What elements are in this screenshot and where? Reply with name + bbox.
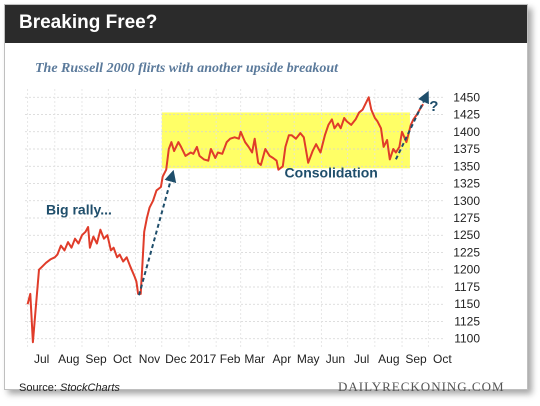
chart-title: Breaking Free? xyxy=(19,12,158,33)
y-tick-label: 1275 xyxy=(453,211,480,225)
russell-2000-chart: 1100 1125 1150 1175 1200 1225 1250 1275 1300 1325… xyxy=(25,89,480,366)
x-tick-label: Jul xyxy=(354,352,369,366)
y-tick-label: 1150 xyxy=(454,297,480,311)
y-tick-label: 1400 xyxy=(453,125,480,139)
y-tick-label: 1175 xyxy=(454,280,480,294)
annotation-label: ? xyxy=(429,98,438,115)
x-tick-label: Apr xyxy=(273,352,292,366)
x-tick-label: May xyxy=(297,352,320,366)
x-tick-label: Jul xyxy=(34,352,49,366)
header-bar: Breaking Free? xyxy=(5,5,527,43)
source-label: Source: xyxy=(19,382,57,394)
annotation-label: Consolidation xyxy=(285,164,378,180)
price-line xyxy=(26,96,424,344)
x-tick-label: Nov xyxy=(139,352,160,366)
y-tick-label: 1350 xyxy=(453,159,480,173)
y-tick-label: 1200 xyxy=(453,263,480,277)
source-line: Source: StockCharts xyxy=(19,382,120,394)
x-tick-label: Aug xyxy=(378,352,399,366)
y-tick-label: 1375 xyxy=(453,142,480,156)
chart-card: Breaking Free? The Russell 2000 flirts w… xyxy=(4,4,528,394)
x-tick-label: Oct xyxy=(113,352,132,366)
y-tick-label: 1300 xyxy=(453,194,480,208)
x-tick-label: Jun xyxy=(326,352,345,366)
brand-watermark: DAILYRECKONING.COM xyxy=(338,379,505,394)
y-tick-label: 1125 xyxy=(454,314,480,328)
y-tick-label: 1250 xyxy=(453,228,480,242)
trend-arrow xyxy=(394,90,429,160)
y-tick-label: 1325 xyxy=(453,177,480,191)
y-tick-label: 1425 xyxy=(453,108,480,122)
x-tick-label: Aug xyxy=(58,352,79,366)
y-tick-label: 1225 xyxy=(453,245,480,259)
y-tick-label: 1100 xyxy=(454,332,480,346)
chart-subtitle: The Russell 2000 flirts with another ups… xyxy=(35,61,338,76)
consolidation-box xyxy=(161,112,410,169)
source-name: StockCharts xyxy=(59,382,120,394)
x-tick-label: Dec xyxy=(165,352,186,366)
x-tick-label: Mar xyxy=(244,352,265,366)
x-tick-label: Feb xyxy=(220,352,241,366)
annotation-label: Big rally... xyxy=(46,202,112,218)
x-tick-label: Sep xyxy=(85,352,107,366)
x-tick-label: 2017 xyxy=(190,352,217,366)
x-tick-label: Oct xyxy=(433,352,452,366)
y-tick-label: 1450 xyxy=(453,90,480,104)
x-tick-label: Sep xyxy=(405,352,427,366)
